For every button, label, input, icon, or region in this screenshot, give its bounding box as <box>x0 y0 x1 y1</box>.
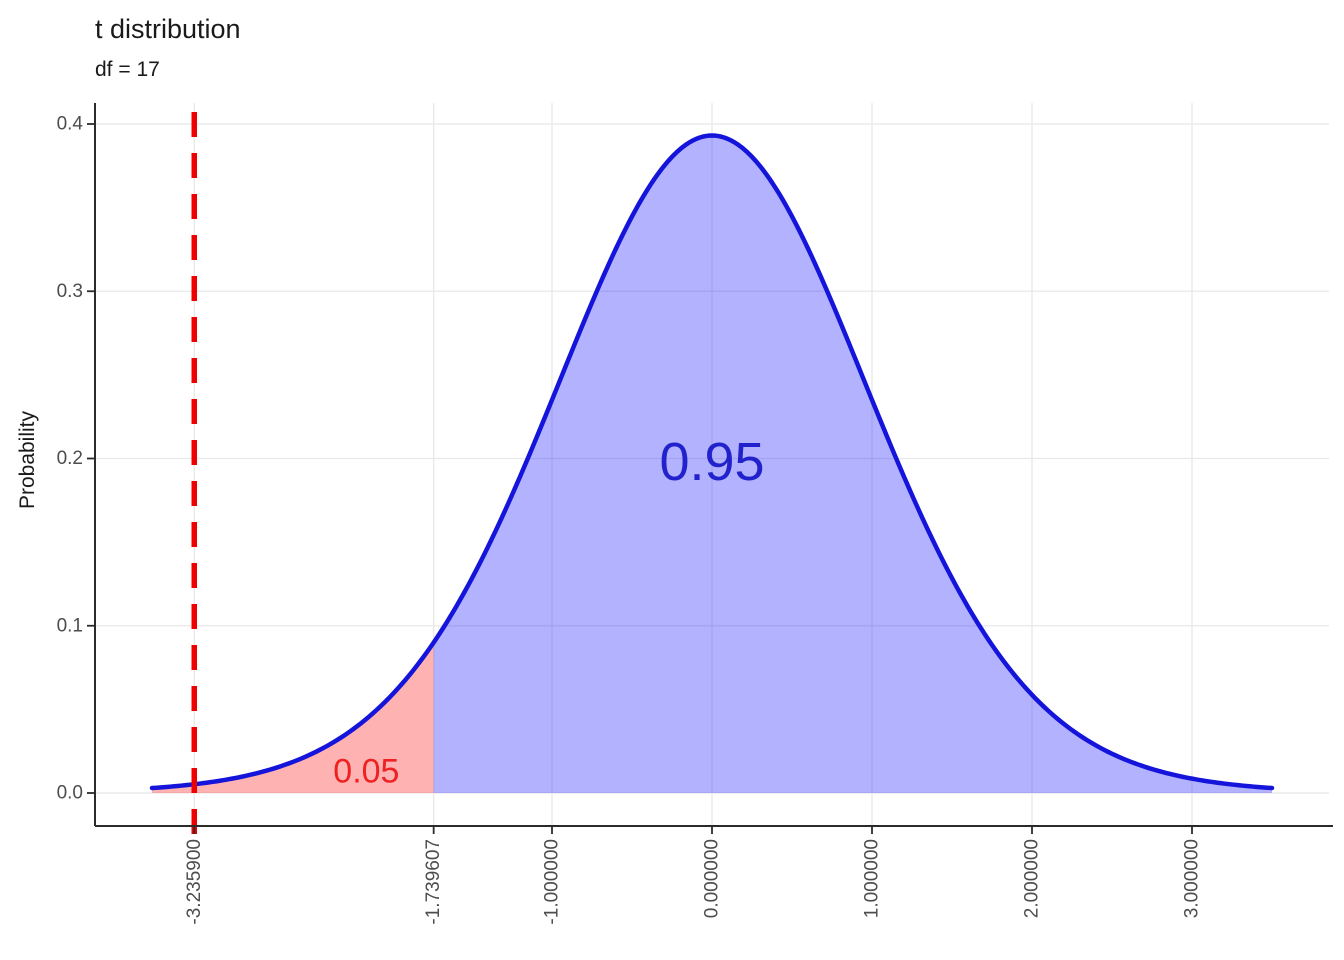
x-tick-label: 3.000000 <box>1182 839 1203 918</box>
x-tick-label: 0.000000 <box>702 839 723 918</box>
region-label-body: 0.95 <box>659 432 764 492</box>
x-tick-label: 1.000000 <box>862 839 883 918</box>
density-curve <box>149 133 1275 791</box>
y-axis-title: Probability <box>16 410 39 510</box>
y-tick-label: 0.3 <box>57 281 83 302</box>
x-tick-label: -1.739607 <box>423 839 444 925</box>
region-label-lower-tail: 0.05 <box>333 752 399 790</box>
chart-title: t distribution <box>95 14 241 44</box>
y-tick-label: 0.4 <box>57 114 84 135</box>
x-tick-label: 2.000000 <box>1022 839 1043 918</box>
x-tick-label: -1.000000 <box>542 839 563 925</box>
x-tick-label: -3.235900 <box>184 839 205 925</box>
region-fill-lower-tail <box>152 642 434 793</box>
y-tick-label: 0.2 <box>57 448 83 469</box>
region-fill-body <box>433 135 1272 793</box>
chart-subtitle: df = 17 <box>95 58 160 81</box>
y-tick-label: 0.0 <box>57 783 83 804</box>
y-tick-label: 0.1 <box>57 615 83 636</box>
